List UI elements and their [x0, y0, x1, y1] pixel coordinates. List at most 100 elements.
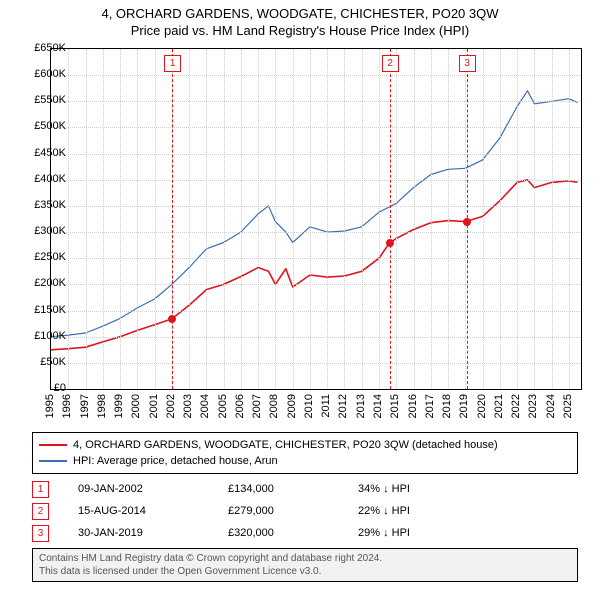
gridline-v — [344, 49, 345, 389]
chart-title-line1: 4, ORCHARD GARDENS, WOODGATE, CHICHESTER… — [0, 6, 600, 21]
gridline-h — [51, 232, 581, 233]
gridline-v — [224, 49, 225, 389]
gridline-v — [258, 49, 259, 389]
footer-line2: This data is licensed under the Open Gov… — [39, 565, 571, 578]
gridline-v — [86, 49, 87, 389]
x-axis-label: 2011 — [320, 394, 332, 418]
gridline-v — [275, 49, 276, 389]
x-axis-label: 2005 — [217, 394, 229, 418]
event-row-price: £134,000 — [228, 483, 358, 495]
x-axis-label: 2000 — [130, 394, 142, 418]
gridline-v — [379, 49, 380, 389]
gridline-h — [51, 337, 581, 338]
x-axis-label: 2007 — [251, 394, 263, 418]
x-axis-label: 2006 — [234, 394, 246, 418]
event-row-price: £320,000 — [228, 527, 358, 539]
y-axis-label: £400K — [18, 173, 66, 185]
y-axis-label: £650K — [18, 42, 66, 54]
gridline-h — [51, 206, 581, 207]
x-axis-label: 2003 — [182, 394, 194, 418]
legend-swatch-property — [39, 444, 67, 446]
event-marker — [463, 218, 471, 226]
x-axis-label: 2002 — [165, 394, 177, 418]
event-row-date: 15-AUG-2014 — [78, 505, 228, 517]
gridline-v — [68, 49, 69, 389]
x-axis-label: 2023 — [527, 394, 539, 418]
gridline-v — [534, 49, 535, 389]
gridline-v — [414, 49, 415, 389]
gridline-v — [396, 49, 397, 389]
y-axis-label: £50K — [18, 356, 66, 368]
y-axis-label: £100K — [18, 330, 66, 342]
gridline-v — [552, 49, 553, 389]
event-badge: 3 — [459, 55, 476, 72]
y-axis-label: £0 — [18, 382, 66, 394]
x-axis-label: 2024 — [545, 394, 557, 418]
gridline-v — [137, 49, 138, 389]
x-axis-label: 1998 — [96, 394, 108, 418]
x-axis-label: 2012 — [337, 394, 349, 418]
x-axis-label: 2018 — [441, 394, 453, 418]
gridline-v — [500, 49, 501, 389]
x-axis-label: 2014 — [372, 394, 384, 418]
event-row-date: 09-JAN-2002 — [78, 483, 228, 495]
x-axis-label: 2021 — [493, 394, 505, 418]
event-row-badge: 3 — [32, 525, 49, 542]
gridline-v — [189, 49, 190, 389]
x-axis-label: 1999 — [113, 394, 125, 418]
chart-container: 4, ORCHARD GARDENS, WOODGATE, CHICHESTER… — [0, 0, 600, 590]
gridline-v — [327, 49, 328, 389]
event-row: 330-JAN-2019£320,00029% ↓ HPI — [32, 522, 578, 544]
event-badge: 2 — [382, 55, 399, 72]
x-axis-label: 2016 — [407, 394, 419, 418]
legend-swatch-hpi — [39, 460, 67, 462]
gridline-h — [51, 101, 581, 102]
y-axis-label: £250K — [18, 251, 66, 263]
gridline-h — [51, 180, 581, 181]
gridline-v — [241, 49, 242, 389]
event-row-relation: 34% ↓ HPI — [358, 483, 578, 495]
x-axis-label: 2020 — [476, 394, 488, 418]
gridline-v — [103, 49, 104, 389]
gridline-h — [51, 311, 581, 312]
event-line — [390, 49, 391, 389]
gridline-v — [310, 49, 311, 389]
gridline-h — [51, 75, 581, 76]
legend-label-property: 4, ORCHARD GARDENS, WOODGATE, CHICHESTER… — [73, 437, 498, 453]
event-badge: 1 — [164, 55, 181, 72]
gridline-h — [51, 363, 581, 364]
x-axis-label: 2010 — [303, 394, 315, 418]
x-axis-label: 2013 — [355, 394, 367, 418]
gridline-v — [517, 49, 518, 389]
gridline-v — [569, 49, 570, 389]
gridline-h — [51, 154, 581, 155]
legend-row-property: 4, ORCHARD GARDENS, WOODGATE, CHICHESTER… — [39, 437, 571, 453]
x-axis-label: 2015 — [389, 394, 401, 418]
x-axis-label: 2004 — [199, 394, 211, 418]
event-row-price: £279,000 — [228, 505, 358, 517]
gridline-v — [120, 49, 121, 389]
y-axis-label: £200K — [18, 277, 66, 289]
event-row-relation: 29% ↓ HPI — [358, 527, 578, 539]
x-axis-label: 2019 — [458, 394, 470, 418]
y-axis-label: £150K — [18, 304, 66, 316]
lines-svg — [51, 49, 581, 389]
y-axis-label: £350K — [18, 199, 66, 211]
footer: Contains HM Land Registry data © Crown c… — [32, 548, 578, 582]
gridline-v — [206, 49, 207, 389]
gridline-v — [155, 49, 156, 389]
event-row-badge: 2 — [32, 503, 49, 520]
legend: 4, ORCHARD GARDENS, WOODGATE, CHICHESTER… — [32, 432, 578, 474]
gridline-h — [51, 258, 581, 259]
y-axis-label: £600K — [18, 68, 66, 80]
x-axis-label: 2025 — [562, 394, 574, 418]
plot-area: 1 2 3 — [50, 48, 582, 390]
y-axis-label: £500K — [18, 120, 66, 132]
gridline-h — [51, 127, 581, 128]
chart-title-line2: Price paid vs. HM Land Registry's House … — [0, 23, 600, 38]
event-row: 1 09-JAN-2002£134,00034% ↓ HPI — [32, 478, 578, 500]
legend-label-hpi: HPI: Average price, detached house, Arun — [73, 453, 278, 469]
event-row-badge: 1 — [32, 481, 49, 498]
gridline-v — [293, 49, 294, 389]
event-row-relation: 22% ↓ HPI — [358, 505, 578, 517]
